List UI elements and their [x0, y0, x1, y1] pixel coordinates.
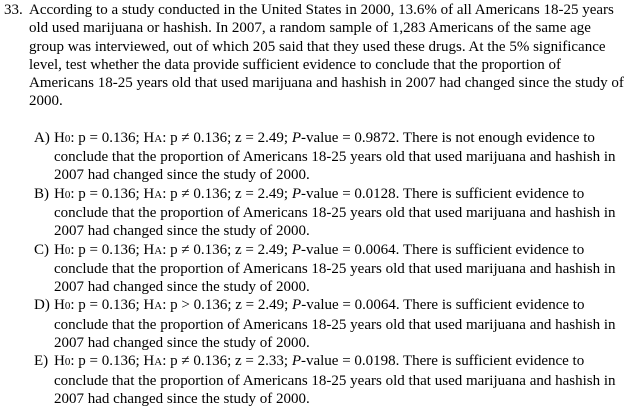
- alt-hypothesis: HA: p ≠ 0.136;: [143, 353, 236, 370]
- answer-choice-c[interactable]: C) H0: p = 0.136; HA: p ≠ 0.136; z = 2.4…: [0, 241, 633, 297]
- z-statistic: z = 2.49;: [235, 185, 292, 202]
- question-text: According to a study conducted in the Un…: [29, 2, 624, 110]
- conclusion-text: There is sufficient evidence to conclude…: [54, 185, 616, 240]
- z-statistic: z = 2.33;: [235, 353, 292, 370]
- p-value: P-value = 0.0198.: [291, 353, 400, 370]
- choice-letter: E): [34, 353, 49, 370]
- question-number: 33.: [4, 2, 23, 18]
- z-statistic: z = 2.49;: [235, 297, 293, 314]
- p-value: P-value = 0.0128.: [291, 185, 400, 202]
- p-value: P-value = 0.0064.: [291, 241, 400, 258]
- p-value: P-value = 0.9872.: [291, 129, 400, 146]
- alt-hypothesis: HA: p > 0.136;: [143, 297, 236, 314]
- answer-choice-b[interactable]: B) H0: p = 0.136; HA: p ≠ 0.136; z = 2.4…: [0, 185, 633, 241]
- alt-hypothesis: HA: p ≠ 0.136;: [143, 241, 236, 258]
- conclusion-text: There is sufficient evidence to conclude…: [54, 353, 616, 407]
- null-hypothesis: H0: p = 0.136;: [54, 353, 144, 370]
- conclusion-text: There is not enough evidence to conclude…: [54, 129, 616, 184]
- z-statistic: z = 2.49;: [235, 241, 292, 258]
- conclusion-text: There is sufficient evidence to conclude…: [54, 241, 616, 296]
- z-statistic: z = 2.49;: [235, 129, 292, 146]
- answer-choices: A) H0: p = 0.136; HA: p ≠ 0.136; z = 2.4…: [0, 129, 633, 408]
- question-block: 33. According to a study conducted in th…: [0, 1, 633, 111]
- null-hypothesis: H0: p = 0.136;: [54, 185, 144, 202]
- null-hypothesis: H0: p = 0.136;: [54, 241, 144, 258]
- answer-choice-e[interactable]: E) H0: p = 0.136; HA: p ≠ 0.136; z = 2.3…: [0, 352, 633, 408]
- null-hypothesis: H0: p = 0.136;: [54, 129, 144, 146]
- choice-letter: B): [34, 185, 49, 202]
- p-value: P-value = 0.0064.: [292, 297, 400, 314]
- alt-hypothesis: HA: p ≠ 0.136;: [143, 185, 236, 202]
- alt-hypothesis: HA: p ≠ 0.136;: [143, 129, 236, 146]
- choice-letter: C): [34, 241, 49, 258]
- choice-letter: A): [34, 129, 50, 146]
- conclusion-text: There is sufficient evidence to conclude…: [54, 297, 616, 352]
- choice-letter: D): [34, 297, 50, 314]
- null-hypothesis: H0: p = 0.136;: [54, 297, 144, 314]
- answer-choice-a[interactable]: A) H0: p = 0.136; HA: p ≠ 0.136; z = 2.4…: [0, 129, 633, 185]
- answer-choice-d[interactable]: D) H0: p = 0.136; HA: p > 0.136; z = 2.4…: [0, 296, 633, 352]
